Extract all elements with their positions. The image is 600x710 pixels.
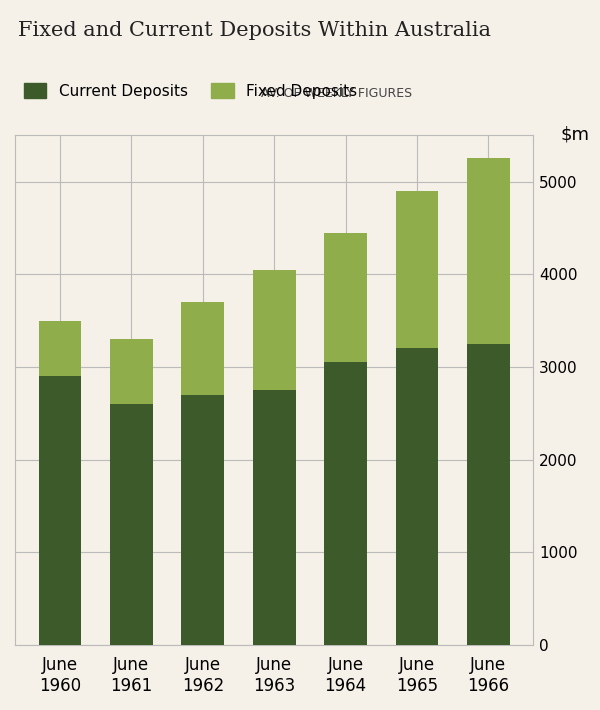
Text: AV. OF WEEKLY FIGURES: AV. OF WEEKLY FIGURES xyxy=(261,87,412,100)
Bar xyxy=(181,302,224,395)
Bar xyxy=(395,191,439,349)
Bar xyxy=(324,362,367,645)
Y-axis label: $m: $m xyxy=(560,125,589,143)
Bar xyxy=(253,391,296,645)
Bar xyxy=(38,376,82,645)
Legend: Current Deposits, Fixed Deposits: Current Deposits, Fixed Deposits xyxy=(17,77,363,105)
Bar xyxy=(467,158,510,344)
Bar xyxy=(181,395,224,645)
Text: Fixed and Current Deposits Within Australia: Fixed and Current Deposits Within Austra… xyxy=(18,21,491,40)
Bar xyxy=(110,339,153,404)
Bar xyxy=(38,321,82,376)
Bar xyxy=(110,404,153,645)
Bar xyxy=(395,349,439,645)
Bar xyxy=(467,344,510,645)
Bar xyxy=(253,270,296,391)
Bar xyxy=(324,233,367,362)
